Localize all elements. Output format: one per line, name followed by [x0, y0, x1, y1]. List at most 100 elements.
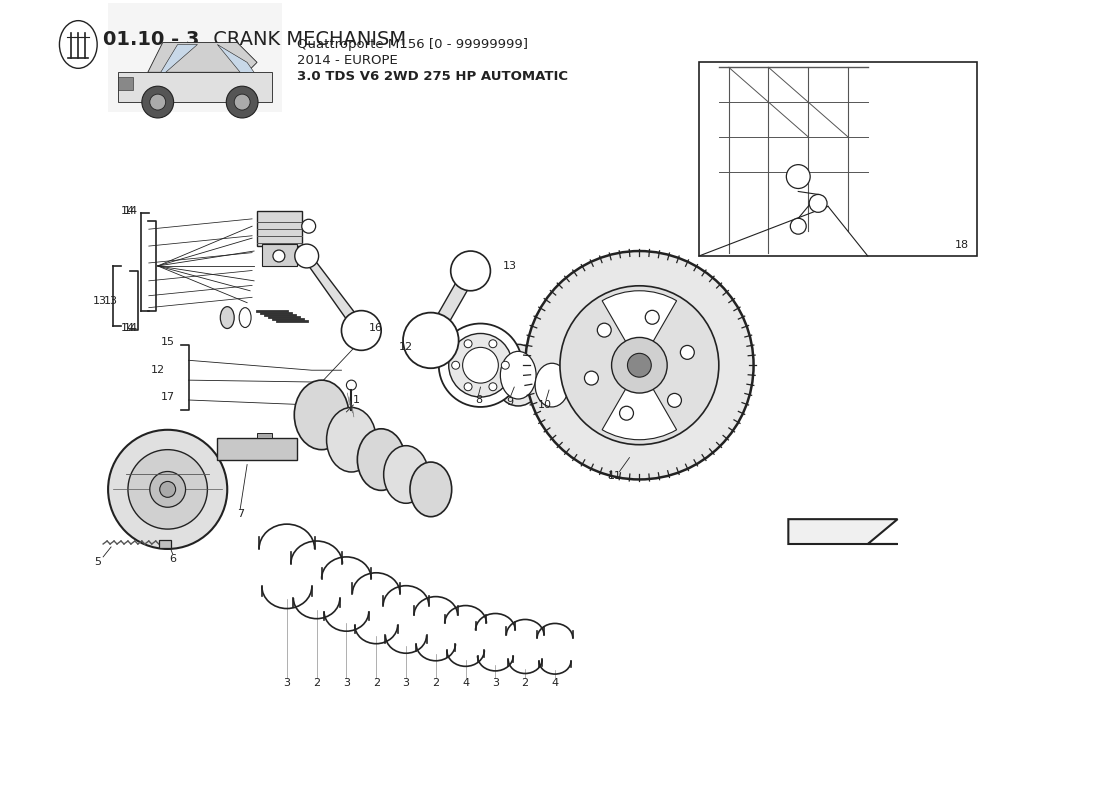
Ellipse shape: [295, 380, 349, 450]
Circle shape: [449, 334, 513, 397]
Circle shape: [142, 86, 174, 118]
Polygon shape: [789, 519, 898, 544]
Ellipse shape: [239, 308, 251, 327]
Text: 01.10 - 3: 01.10 - 3: [103, 30, 199, 49]
Circle shape: [341, 310, 382, 350]
Text: 14: 14: [121, 323, 135, 334]
Circle shape: [612, 338, 668, 393]
Circle shape: [502, 362, 509, 370]
Text: 3: 3: [343, 678, 350, 688]
Circle shape: [627, 354, 651, 377]
Text: 12: 12: [151, 366, 165, 375]
Circle shape: [234, 94, 250, 110]
Circle shape: [128, 450, 208, 529]
Ellipse shape: [327, 407, 376, 472]
Circle shape: [681, 346, 694, 359]
Circle shape: [108, 430, 228, 549]
Bar: [158, 540, 170, 548]
Ellipse shape: [494, 344, 543, 406]
Text: 13: 13: [94, 296, 107, 306]
Text: 3: 3: [492, 678, 499, 688]
Circle shape: [301, 219, 316, 233]
Circle shape: [646, 310, 659, 324]
Circle shape: [160, 482, 176, 498]
Ellipse shape: [528, 356, 575, 414]
Text: 10: 10: [538, 400, 552, 410]
Circle shape: [439, 323, 522, 407]
Text: Quattroporte M156 [0 - 99999999]: Quattroporte M156 [0 - 99999999]: [297, 38, 528, 51]
Bar: [218, 438, 297, 459]
Wedge shape: [602, 290, 676, 366]
Text: 3: 3: [284, 678, 290, 688]
Text: 4: 4: [462, 678, 470, 688]
Text: CRANK MECHANISM: CRANK MECHANISM: [208, 30, 407, 49]
Text: 12: 12: [399, 342, 414, 352]
Ellipse shape: [500, 351, 536, 399]
Text: 13: 13: [104, 296, 118, 306]
Circle shape: [584, 371, 598, 385]
Text: 3: 3: [403, 678, 409, 688]
Text: 17: 17: [161, 392, 175, 402]
Circle shape: [786, 165, 811, 189]
Text: 16: 16: [370, 323, 383, 334]
Circle shape: [488, 340, 497, 348]
Text: 2: 2: [314, 678, 320, 688]
Circle shape: [150, 471, 186, 507]
Bar: [257, 433, 272, 438]
Polygon shape: [422, 271, 478, 341]
Circle shape: [463, 347, 498, 383]
Text: 6: 6: [169, 554, 176, 564]
Circle shape: [452, 362, 460, 370]
FancyBboxPatch shape: [698, 62, 977, 256]
Text: 13: 13: [504, 261, 517, 271]
Text: 2: 2: [521, 678, 529, 688]
Circle shape: [668, 394, 681, 407]
Circle shape: [525, 251, 754, 479]
Circle shape: [597, 323, 612, 337]
Circle shape: [464, 340, 472, 348]
Circle shape: [403, 313, 459, 368]
Text: 1: 1: [353, 395, 360, 405]
Text: 9: 9: [507, 397, 514, 407]
Text: 2: 2: [432, 678, 439, 688]
Text: 7: 7: [236, 510, 244, 519]
Ellipse shape: [59, 21, 97, 68]
Circle shape: [227, 86, 258, 118]
Wedge shape: [602, 366, 676, 440]
Text: 14: 14: [124, 206, 138, 216]
Circle shape: [810, 194, 827, 212]
Text: 5: 5: [95, 557, 101, 567]
Polygon shape: [218, 45, 254, 72]
Circle shape: [464, 382, 472, 390]
Polygon shape: [147, 42, 257, 72]
Text: 15: 15: [161, 338, 175, 347]
Text: 11: 11: [607, 471, 621, 482]
Circle shape: [451, 251, 491, 290]
Text: 2: 2: [373, 678, 380, 688]
Polygon shape: [118, 72, 272, 102]
Circle shape: [560, 286, 718, 445]
Text: 18: 18: [955, 240, 969, 250]
Bar: [262, 244, 297, 266]
Circle shape: [790, 218, 806, 234]
Ellipse shape: [384, 446, 428, 503]
Ellipse shape: [220, 306, 234, 329]
Text: 14: 14: [124, 323, 138, 334]
Text: 4: 4: [551, 678, 559, 688]
FancyBboxPatch shape: [108, 2, 282, 112]
Text: 3.0 TDS V6 2WD 275 HP AUTOMATIC: 3.0 TDS V6 2WD 275 HP AUTOMATIC: [297, 70, 568, 82]
Polygon shape: [118, 78, 133, 90]
Circle shape: [346, 380, 356, 390]
Circle shape: [488, 382, 497, 390]
Text: 2014 - EUROPE: 2014 - EUROPE: [297, 54, 397, 67]
Text: 8: 8: [475, 395, 482, 405]
Polygon shape: [161, 45, 198, 72]
Ellipse shape: [358, 429, 405, 490]
Circle shape: [619, 406, 634, 420]
Ellipse shape: [535, 363, 569, 407]
Bar: [257, 211, 301, 246]
Circle shape: [150, 94, 166, 110]
Circle shape: [273, 250, 285, 262]
Polygon shape: [301, 256, 368, 330]
Ellipse shape: [410, 462, 452, 517]
